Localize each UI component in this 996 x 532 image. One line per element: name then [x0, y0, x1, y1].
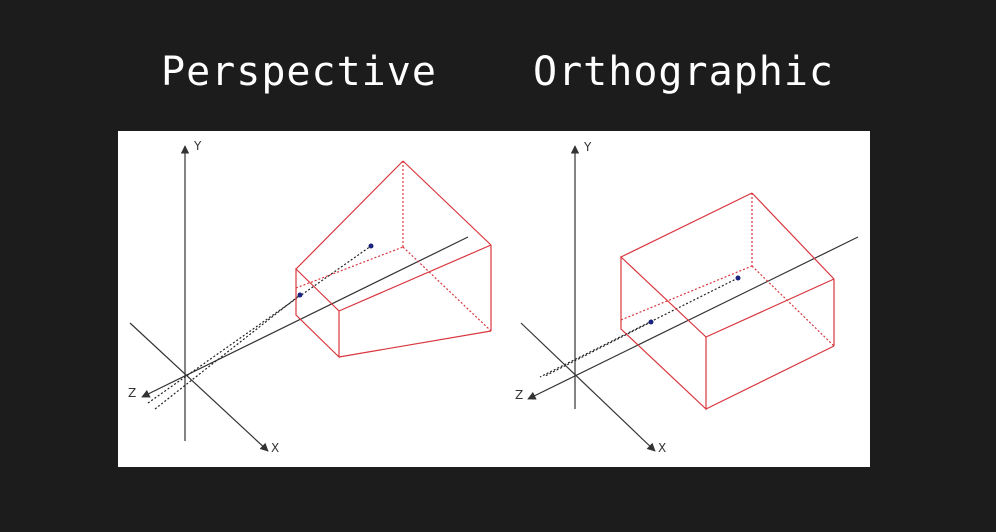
orthographic-z-label: Z [515, 388, 523, 402]
perspective-title: Perspective [161, 49, 437, 95]
perspective-frustum-hidden-edges [295, 161, 492, 332]
perspective-ray-near [147, 245, 372, 404]
perspective-y-label: Y [193, 139, 202, 153]
orthographic-y-label: Y [583, 140, 592, 154]
orthographic-projection-lines [539, 277, 739, 378]
orthographic-ray-near [544, 321, 652, 377]
orthographic-ray-far [539, 277, 739, 378]
perspective-ray-far [154, 294, 301, 410]
orthographic-diagram: Y X Z [515, 140, 859, 455]
orthographic-box [620, 192, 835, 411]
perspective-point-near [297, 292, 303, 298]
perspective-far-plane [403, 161, 491, 331]
perspective-z-axis [141, 236, 469, 398]
perspective-near-plane [295, 267, 340, 359]
orthographic-point-far [735, 275, 741, 281]
orthographic-title: Orthographic [533, 49, 834, 95]
projection-diagram-panel: Y X Z [118, 131, 870, 467]
perspective-axes [129, 145, 469, 452]
orthographic-box-hidden-edges [620, 193, 835, 347]
perspective-diagram: Y X Z [128, 139, 492, 455]
orthographic-point-near [648, 319, 654, 325]
perspective-x-label: X [271, 441, 279, 455]
perspective-x-axis [129, 322, 269, 452]
orthographic-x-axis [520, 322, 656, 452]
perspective-z-label: Z [128, 386, 136, 400]
perspective-frustum [295, 160, 492, 359]
orthographic-x-label: X [658, 441, 666, 455]
projection-diagram: Y X Z [128, 139, 859, 455]
perspective-point-far [368, 243, 374, 249]
orthographic-axes [520, 145, 859, 452]
perspective-projection-lines [147, 245, 372, 410]
orthographic-z-axis [527, 236, 859, 400]
